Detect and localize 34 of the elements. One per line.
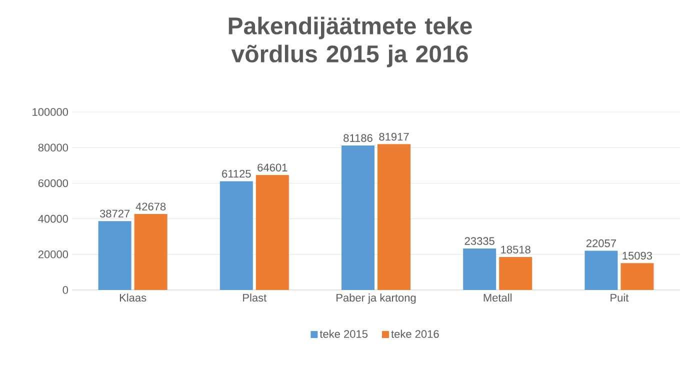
- data-label: 23335: [464, 237, 494, 245]
- legend-label: teke 2016: [391, 330, 439, 338]
- bar: [134, 214, 168, 290]
- data-label: 18518: [501, 246, 530, 254]
- bar: [256, 175, 289, 290]
- bar: [463, 248, 496, 290]
- data-label: 64601: [258, 164, 288, 172]
- data-label: 38727: [100, 210, 130, 218]
- y-tick-label: 0: [62, 286, 68, 294]
- x-tick-label: Puit: [610, 294, 629, 302]
- data-label: 81917: [379, 132, 409, 141]
- bar: [98, 221, 132, 290]
- x-tick-label: Klaas: [120, 294, 146, 302]
- bar: [220, 181, 253, 290]
- y-tick-label: 20000: [38, 250, 68, 258]
- bar: [620, 263, 654, 290]
- bar: [499, 257, 532, 290]
- x-tick-label: Paber ja kartong: [336, 294, 416, 304]
- data-label: 42678: [136, 202, 166, 210]
- chart-title: Pakendijäätmete teke võrdlus 2015 ja 2016: [228, 16, 472, 68]
- bar: [342, 145, 375, 290]
- y-tick-label: 60000: [38, 179, 68, 188]
- data-label: 61125: [222, 170, 251, 178]
- data-label: 81186: [344, 134, 372, 142]
- y-tick-label: 40000: [38, 214, 68, 223]
- data-label: 22057: [586, 239, 616, 248]
- x-tick-label: Metall: [484, 294, 512, 302]
- x-tick-label: Plast: [243, 294, 267, 302]
- data-label: 15093: [622, 252, 652, 260]
- legend-label: teke 2015: [320, 330, 368, 338]
- y-tick-label: 80000: [38, 144, 68, 152]
- bar: [378, 144, 411, 290]
- bar: [584, 250, 618, 290]
- y-tick-label: 100000: [32, 108, 68, 116]
